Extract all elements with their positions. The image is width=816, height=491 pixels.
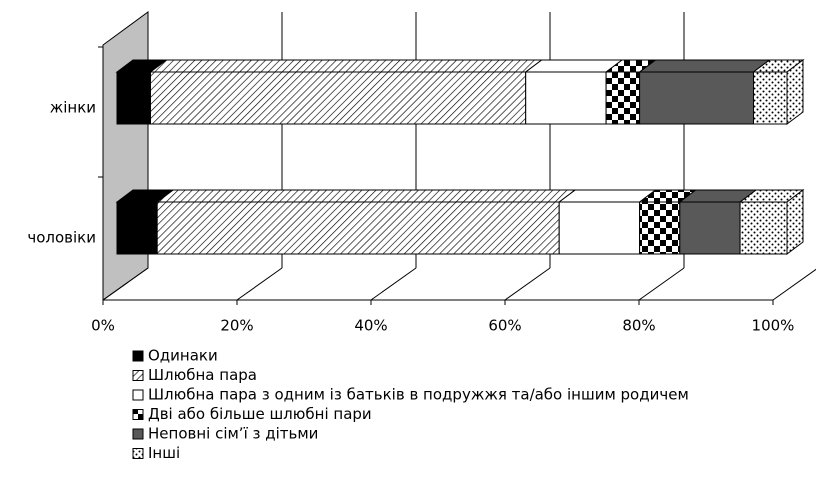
x-tick-label: 40% <box>354 317 387 335</box>
floor-line <box>772 268 816 301</box>
legend-swatch <box>132 409 144 420</box>
legend-label: Інші <box>148 444 180 462</box>
bar <box>150 71 527 125</box>
floor-line <box>504 267 551 301</box>
floor-line <box>370 267 417 301</box>
bar-top <box>638 59 771 73</box>
floor-line <box>102 267 149 301</box>
bar-top <box>149 59 544 73</box>
bar <box>116 71 151 125</box>
legend-label: Дві або більше шлюбні пари <box>148 405 372 423</box>
legend-swatch <box>132 350 144 362</box>
x-tick-label: 20% <box>220 317 253 335</box>
legend-label: Одинаки <box>148 347 218 365</box>
legend-label: Шлюбна пара з одним із батьків в подружж… <box>148 386 689 404</box>
legend-swatch <box>132 448 144 459</box>
bar-end <box>786 59 804 125</box>
floor-line <box>236 267 283 301</box>
back-wall <box>102 11 149 301</box>
bar-top <box>557 189 658 203</box>
bar <box>116 201 158 255</box>
bar <box>639 71 754 125</box>
legend-swatch <box>132 370 144 381</box>
bar <box>156 201 560 255</box>
legend-label: Шлюбна пара <box>148 366 257 384</box>
bar <box>679 201 741 255</box>
legend-swatch <box>132 428 144 440</box>
x-tick-label: 100% <box>752 317 795 335</box>
bar-end <box>786 189 804 255</box>
bar <box>558 201 641 255</box>
x-tick-label: 60% <box>488 317 521 335</box>
x-tick-label: 0% <box>91 317 115 335</box>
bar <box>639 201 681 255</box>
bar-top <box>155 189 577 203</box>
legend-label: Неповні сім’ї з дітьми <box>148 425 318 443</box>
bar <box>605 71 641 125</box>
floor-line <box>638 267 685 301</box>
y-tick-label: жінки <box>50 99 96 117</box>
bar <box>739 201 788 255</box>
y-tick-label: чоловіки <box>27 229 96 247</box>
bar <box>525 71 607 125</box>
x-tick-label: 80% <box>622 317 655 335</box>
bar-top <box>524 59 624 73</box>
bar <box>753 71 788 125</box>
legend-swatch <box>132 389 144 401</box>
